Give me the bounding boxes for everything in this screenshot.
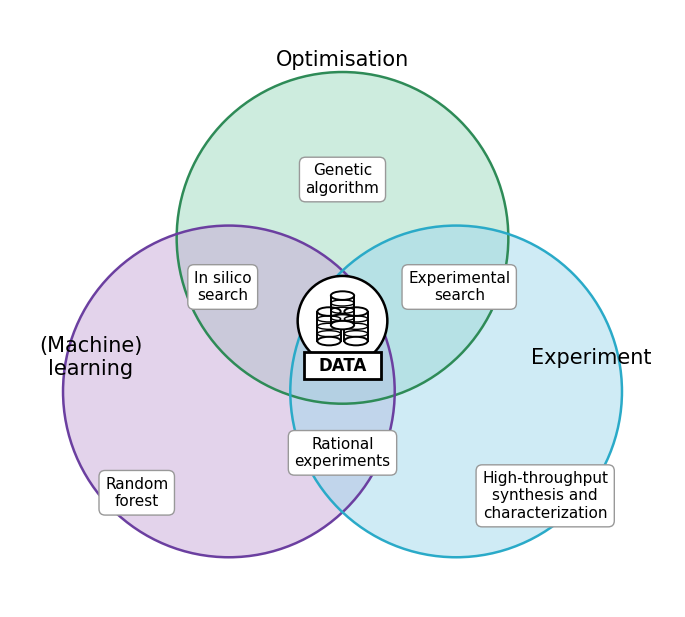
Text: Optimisation: Optimisation — [276, 50, 409, 70]
Bar — [345, 312, 368, 341]
Text: Random
forest: Random forest — [105, 476, 169, 509]
Ellipse shape — [345, 307, 368, 316]
Ellipse shape — [345, 337, 368, 346]
Bar — [317, 312, 340, 341]
Text: Experiment: Experiment — [531, 347, 651, 368]
Bar — [331, 296, 354, 325]
Text: In silico
search: In silico search — [194, 271, 251, 303]
Text: Experimental
search: Experimental search — [408, 271, 510, 303]
Circle shape — [177, 72, 508, 404]
Text: (Machine)
learning: (Machine) learning — [39, 336, 142, 379]
Circle shape — [290, 226, 622, 557]
Text: Genetic
algorithm: Genetic algorithm — [306, 164, 379, 196]
Text: Rational
experiments: Rational experiments — [295, 437, 390, 469]
Ellipse shape — [331, 291, 354, 300]
Circle shape — [298, 276, 387, 366]
FancyBboxPatch shape — [304, 352, 381, 379]
Ellipse shape — [317, 337, 340, 346]
Text: DATA: DATA — [319, 357, 366, 375]
Text: High-throughput
synthesis and
characterization: High-throughput synthesis and characteri… — [482, 471, 608, 521]
Ellipse shape — [317, 307, 340, 316]
Ellipse shape — [331, 321, 354, 329]
Circle shape — [63, 226, 395, 557]
